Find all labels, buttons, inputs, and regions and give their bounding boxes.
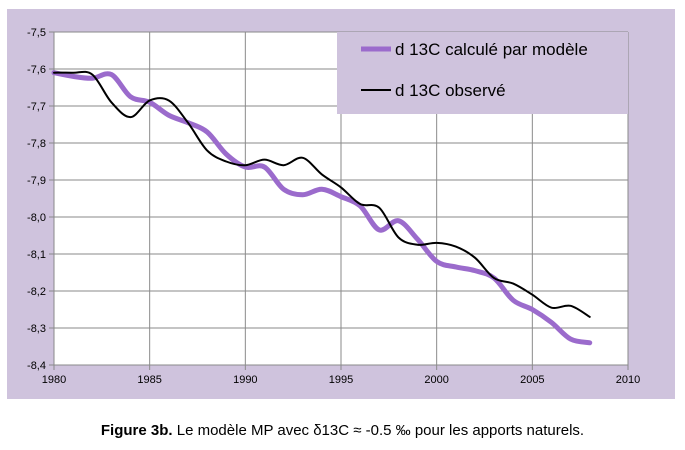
x-tick-label: 2010: [616, 374, 640, 386]
y-tick-label: -7,8: [27, 138, 46, 150]
caption-text: Le modèle MP avec δ13C ≈ -0.5 ‰ pour les…: [172, 422, 585, 439]
axes: -7,5 -7,6 -7,7 -7,8 -7,9 -8,0 -8,1 -8,2 -8,3 -8,4…: [27, 27, 640, 386]
y-tick-label: -8,3: [27, 323, 46, 335]
y-tick-label: -8,0: [27, 212, 46, 224]
y-tick-label: -7,9: [27, 175, 46, 187]
chart-panel: -7,5 -7,6 -7,7 -7,8 -7,9 -8,0 -8,1 -8,2 -8,3 -8,4…: [7, 9, 675, 399]
legend-label: d 13C observé: [395, 81, 506, 100]
x-tick-label: 1985: [137, 374, 161, 386]
x-tick-label: 2005: [520, 374, 544, 386]
caption-label: Figure 3b.: [100, 422, 173, 439]
y-tick-label: -8,2: [27, 286, 46, 298]
line-chart: -7,5 -7,6 -7,7 -7,8 -7,9 -8,0 -8,1 -8,2 -8,3 -8,4…: [27, 27, 640, 386]
y-tick-label: -7,6: [27, 64, 46, 76]
x-tick-label: 1990: [233, 374, 257, 386]
y-tick-label: -7,7: [27, 101, 46, 113]
x-tick-label: 2000: [424, 374, 448, 386]
legend-box: [337, 32, 628, 114]
legend-label: d 13C calculé par modèle: [395, 40, 588, 59]
series-line-observed: [53, 70, 591, 318]
series-lines: [51, 70, 593, 346]
legend: d 13C calculé par modèle d 13C observé: [337, 32, 628, 114]
figure-caption: Figure 3b. Le modèle MP avec δ13C ≈ -0.5…: [0, 422, 685, 439]
y-tick-label: -8,1: [27, 249, 46, 261]
x-tick-label: 1980: [42, 374, 66, 386]
y-tick-label: -7,5: [27, 27, 46, 39]
y-tick-label: -8,4: [27, 360, 46, 372]
x-tick-label: 1995: [329, 374, 353, 386]
series-line-model: [51, 70, 593, 346]
